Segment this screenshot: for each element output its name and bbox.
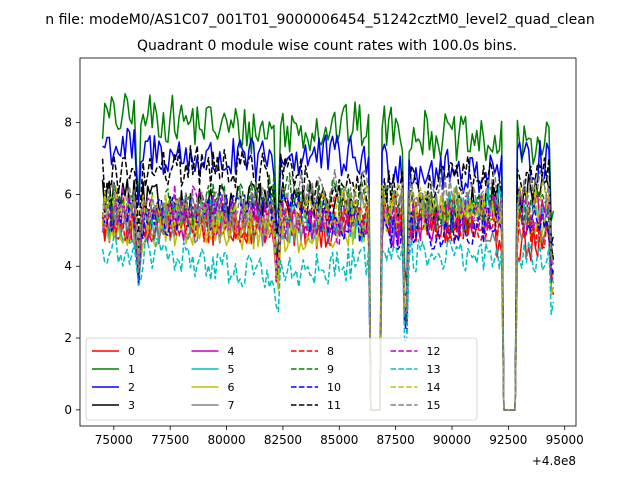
legend-label: 9 [327,363,334,376]
x-tick-label: 95000 [546,433,584,447]
legend-label: 3 [128,399,135,412]
legend-label: 7 [228,399,235,412]
legend-label: 5 [228,363,235,376]
legend-label: 8 [327,345,334,358]
x-offset-label: +4.8e8 [532,454,576,468]
x-tick-label: 80000 [207,433,245,447]
legend-box [85,337,478,421]
x-tick-label: 85000 [320,433,358,447]
y-axis: 0 2 4 6 8 [64,116,80,417]
legend-label: 12 [427,345,441,358]
legend-label: 6 [228,381,235,394]
x-tick-label: 82500 [264,433,302,447]
x-tick-label: 90000 [433,433,471,447]
x-tick-label: 92500 [489,433,527,447]
figure-suptitle: n file: modeM0/AS1C07_001T01_9000006454_… [45,12,594,28]
series-line-2 [102,127,555,411]
y-tick-label: 4 [64,259,72,273]
y-tick-label: 0 [64,403,72,417]
legend-label: 14 [427,381,441,394]
y-tick-label: 6 [64,187,72,201]
legend-label: 0 [128,345,135,358]
x-tick-label: 87500 [377,433,415,447]
legend-label: 10 [327,381,341,394]
series-line-14 [101,182,555,411]
legend-label: 2 [128,381,135,394]
y-tick-label: 2 [64,331,72,345]
chart-title: Quadrant 0 module wise count rates with … [137,38,517,54]
legend-label: 4 [228,345,235,358]
series-line-15 [101,168,555,411]
x-tick-label: 77500 [151,433,189,447]
legend-label: 15 [427,399,441,412]
x-axis: 75000 77500 80000 82500 85000 87500 90000 92500… [95,426,584,447]
legend-label: 11 [327,399,341,412]
series-line-12 [101,184,555,411]
legend-label: 13 [427,363,441,376]
series-line-13 [101,235,555,411]
series-line-1 [101,92,555,411]
series-line-11 [101,145,555,411]
plot-frame [79,57,577,427]
series-layer [101,92,555,411]
legend-label: 1 [128,363,135,376]
x-tick-label: 75000 [95,433,133,447]
y-tick-label: 8 [64,116,72,130]
